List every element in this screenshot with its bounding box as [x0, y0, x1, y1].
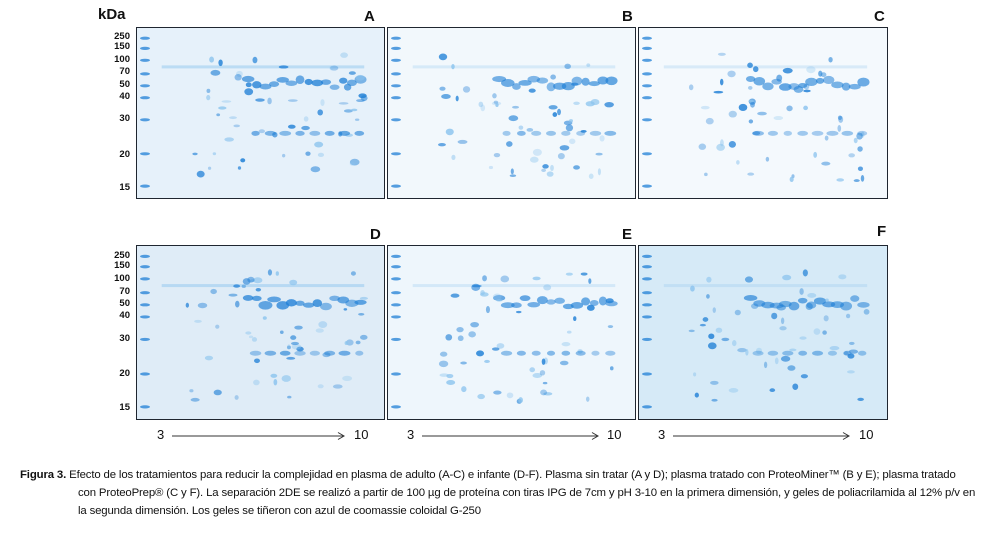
- mw-label-150: 150: [114, 41, 130, 52]
- gel-spots: [388, 28, 635, 198]
- mw-label-100: 100: [114, 54, 130, 65]
- gel-spots: [137, 28, 384, 198]
- mw-label-70: 70: [119, 66, 130, 77]
- gel-image-f: [638, 245, 888, 420]
- mw-label-15: 15: [119, 182, 130, 193]
- mw-label-50: 50: [119, 79, 130, 90]
- gel-image-a: [136, 27, 385, 199]
- panel-label-e: E: [622, 226, 633, 243]
- panel-label-d: D: [370, 226, 381, 243]
- mw-label-30: 30: [119, 113, 130, 124]
- mw-label-250: 250: [114, 250, 130, 261]
- mw-label-100: 100: [114, 273, 130, 284]
- mw-label-20: 20: [119, 149, 130, 160]
- mw-label-50: 50: [119, 298, 130, 309]
- mw-label-15: 15: [119, 402, 130, 413]
- ph-end-label: 10: [859, 427, 874, 442]
- figure-caption: Figura 3. Efecto de los tratamientos par…: [20, 466, 980, 520]
- panel-label-f: F: [877, 223, 887, 240]
- gel-spots: [137, 246, 384, 419]
- ph-end-label: 10: [354, 427, 369, 442]
- gel-spots: [639, 28, 887, 198]
- caption-line-2: con ProteoPrep® (C y F). La separación 2…: [78, 487, 976, 499]
- ph-arrow: [172, 432, 345, 440]
- ph-start-label: 3: [658, 427, 666, 442]
- gel-image-e: [387, 245, 636, 420]
- caption-line-3: la segunda dimensión. Los geles se tiñer…: [78, 505, 481, 517]
- ph-start-label: 3: [407, 427, 415, 442]
- panel-label-a: A: [364, 8, 375, 25]
- mw-label-250: 250: [114, 31, 130, 42]
- panel-label-c: C: [874, 8, 885, 25]
- ph-arrow: [673, 432, 850, 440]
- ph-start-label: 3: [157, 427, 165, 442]
- mw-label-30: 30: [119, 333, 130, 344]
- mw-label-40: 40: [119, 310, 130, 321]
- caption-label: Figura 3.: [20, 469, 67, 481]
- caption-line-1: Efecto de los tratamientos para reducir …: [69, 469, 956, 481]
- mw-label-150: 150: [114, 260, 130, 271]
- kda-axis-label: kDa: [98, 6, 126, 23]
- mw-label-70: 70: [119, 286, 130, 297]
- ph-arrow: [422, 432, 599, 440]
- gel-image-d: [136, 245, 385, 420]
- mw-label-20: 20: [119, 368, 130, 379]
- gel-spots: [388, 246, 635, 419]
- gel-image-b: [387, 27, 636, 199]
- ph-end-label: 10: [607, 427, 622, 442]
- panel-label-b: B: [622, 8, 633, 25]
- gel-spots: [639, 246, 887, 419]
- mw-label-40: 40: [119, 91, 130, 102]
- gel-image-c: [638, 27, 888, 199]
